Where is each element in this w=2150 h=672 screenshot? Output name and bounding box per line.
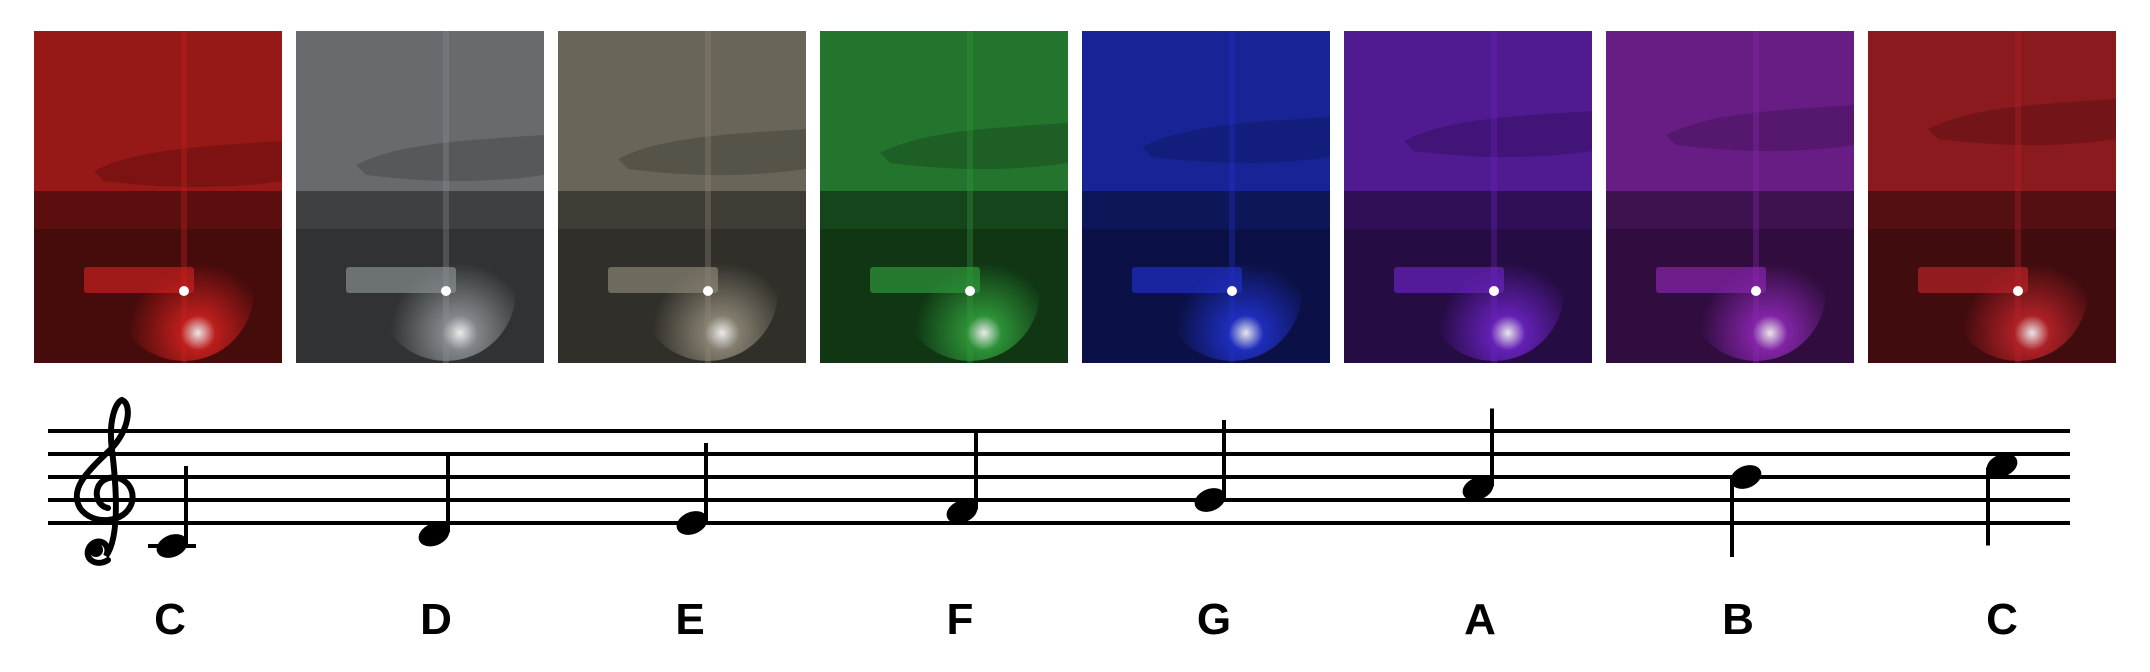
hand — [1404, 111, 1592, 158]
light-photo — [558, 31, 806, 363]
notes-group — [148, 408, 2018, 558]
photo-row — [34, 31, 2116, 363]
photo-scene — [1344, 31, 1592, 363]
led — [441, 286, 451, 296]
wall-band — [820, 191, 1068, 231]
note-label: F — [946, 595, 974, 644]
led — [2013, 286, 2023, 296]
treble-clef-icon — [73, 396, 136, 566]
led — [1751, 286, 1761, 296]
light-photo — [1082, 31, 1330, 363]
wall-band — [34, 191, 282, 231]
led — [1489, 286, 1499, 296]
note-label: A — [1464, 595, 1496, 644]
photo-scene — [1082, 31, 1330, 363]
staff-svg — [48, 396, 2070, 566]
staff-lines — [48, 429, 2070, 525]
note-head — [1730, 465, 1762, 489]
note-e — [676, 443, 708, 535]
light-photo — [820, 31, 1068, 363]
note-g — [1194, 420, 1226, 512]
wall-band — [1082, 191, 1330, 231]
hand — [94, 141, 282, 188]
light-photo — [1868, 31, 2116, 363]
led — [703, 286, 713, 296]
wall-band — [1344, 191, 1592, 231]
led — [179, 286, 189, 296]
note-label: C — [154, 595, 186, 644]
hand — [1142, 117, 1330, 164]
note-head — [676, 511, 708, 535]
note-head — [946, 499, 978, 524]
wall-band — [1606, 191, 1854, 231]
hand — [1666, 105, 1854, 152]
light-photo — [296, 31, 544, 363]
note-head — [1462, 476, 1494, 501]
led — [965, 286, 975, 296]
photo-scene — [1606, 31, 1854, 363]
note-b — [1730, 465, 1762, 557]
note-head — [418, 522, 450, 547]
note-a — [1462, 408, 1494, 501]
photo-scene — [558, 31, 806, 363]
light-photo — [1344, 31, 1592, 363]
hand — [1928, 99, 2116, 146]
wall — [820, 31, 1068, 201]
note-c — [148, 466, 196, 558]
note-head — [1986, 453, 2018, 478]
wall-band — [296, 191, 544, 231]
note-head — [156, 534, 188, 558]
photo-scene — [820, 31, 1068, 363]
wall — [558, 31, 806, 201]
music-staff — [0, 390, 2150, 570]
wall — [1082, 31, 1330, 201]
note-f — [946, 431, 978, 524]
led — [1227, 286, 1237, 296]
hand — [880, 123, 1068, 170]
photo-scene — [296, 31, 544, 363]
photo-scene — [1868, 31, 2116, 363]
hand — [356, 135, 544, 182]
wall-band — [558, 191, 806, 231]
note-label: D — [420, 595, 452, 644]
wall-band — [1868, 191, 2116, 231]
note-label: B — [1722, 595, 1754, 644]
note-head — [1194, 488, 1226, 512]
light-photo — [1606, 31, 1854, 363]
note-label: E — [675, 595, 705, 644]
note-c — [1986, 453, 2018, 546]
note-label: G — [1196, 595, 1232, 644]
hand — [618, 129, 806, 176]
light-photo — [34, 31, 282, 363]
note-d — [418, 454, 450, 547]
photo-scene — [34, 31, 282, 363]
note-label: C — [1986, 595, 2018, 644]
